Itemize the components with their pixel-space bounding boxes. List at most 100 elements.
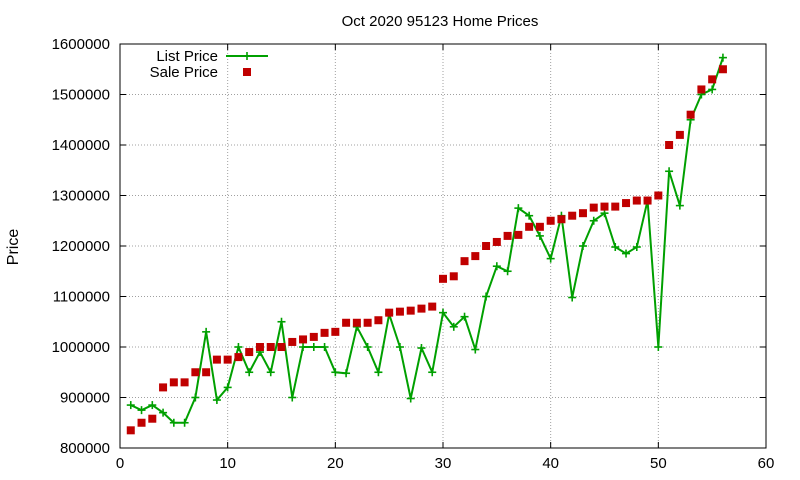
- y-tick-label: 1300000: [52, 188, 110, 205]
- list-price-point: [449, 322, 458, 331]
- list-price-point: [180, 418, 189, 427]
- list-price-point: [277, 317, 286, 326]
- sale-price-point: [417, 304, 426, 313]
- list-price-point: [622, 249, 631, 258]
- sale-price-point: [288, 337, 297, 346]
- sale-price-point: [277, 343, 286, 351]
- chart-title: Oct 2020 95123 Home Prices: [342, 13, 539, 30]
- x-tick-label: 20: [327, 455, 344, 472]
- sale-price-point: [622, 199, 631, 208]
- list-price-point: [212, 396, 221, 405]
- plot-border: [119, 43, 767, 449]
- list-price-point: [535, 231, 544, 240]
- sale-price-point: [374, 316, 383, 325]
- sale-price-point: [255, 343, 264, 351]
- list-price-point: [126, 401, 135, 410]
- series-list-price: [126, 53, 727, 427]
- list-price-point: [439, 308, 447, 317]
- list-price-point: [568, 293, 577, 302]
- sale-price-point: [245, 348, 254, 357]
- sale-price-point: [202, 368, 211, 377]
- sale-price-point: [514, 230, 523, 239]
- sale-price-point: [611, 202, 620, 211]
- list-price-point: [169, 418, 178, 427]
- sale-price-point: [665, 141, 674, 149]
- sale-price-point: [460, 257, 469, 266]
- y-tick-label: 1400000: [52, 137, 110, 154]
- sale-price-point: [126, 426, 135, 435]
- list-price-point: [417, 344, 426, 353]
- list-price-point: [288, 393, 297, 402]
- sale-price-point: [137, 418, 146, 427]
- x-tick-label: 10: [219, 455, 236, 472]
- sale-price-point: [632, 196, 641, 205]
- grid: [120, 44, 766, 448]
- list-price-point: [245, 368, 254, 377]
- sale-price-point: [169, 378, 178, 387]
- tick-labels: 0 10 20 30 40 50 60 800000 900000 1000000 1100000 1…: [52, 36, 775, 472]
- list-price-point: [202, 327, 211, 336]
- x-tick-label: 60: [758, 455, 775, 472]
- sale-price-point: [449, 272, 458, 281]
- list-price-point: [525, 211, 534, 220]
- sale-price-point: [471, 252, 480, 261]
- plot-series: [126, 53, 727, 435]
- sale-price-point: [309, 332, 318, 341]
- list-price-point: [331, 368, 340, 377]
- sale-price-point: [686, 110, 695, 119]
- sale-price-point: [191, 368, 200, 377]
- list-price-point: [320, 343, 329, 351]
- sale-price-point: [428, 302, 437, 311]
- list-price-point: [266, 368, 275, 377]
- y-tick-label: 1000000: [52, 339, 110, 356]
- sale-price-point: [578, 209, 587, 218]
- y-axis-label: Price: [5, 229, 22, 266]
- sale-price-point: [212, 355, 221, 364]
- sale-price-point: [557, 215, 566, 224]
- list-price-point: [191, 393, 200, 402]
- sale-price-point: [363, 318, 372, 327]
- y-tick-label: 900000: [60, 390, 110, 407]
- y-tick-label: 1500000: [52, 87, 110, 104]
- sale-price-point: [568, 211, 577, 220]
- list-price-point: [492, 262, 501, 271]
- sale-price-point: [352, 318, 361, 327]
- list-price-point: [159, 408, 168, 417]
- legend-marker-square: [243, 68, 251, 76]
- sale-price-point: [718, 65, 727, 74]
- x-tick-label: 40: [542, 455, 559, 472]
- sale-price-point: [406, 306, 415, 315]
- list-price-point: [471, 345, 480, 354]
- sale-price-point: [697, 85, 706, 94]
- legend-entry-list-price: List Price: [156, 48, 268, 65]
- list-price-point: [708, 85, 717, 94]
- sale-price-point: [525, 222, 534, 231]
- sale-price-point: [675, 130, 684, 139]
- sale-price-point: [708, 75, 717, 84]
- list-price-point: [675, 201, 684, 210]
- y-tick-label: 1600000: [52, 36, 110, 53]
- y-tick-label: 1200000: [52, 238, 110, 255]
- legend-marker-plus: [243, 52, 251, 60]
- list-price-point: [223, 383, 232, 392]
- sale-price-point: [320, 328, 329, 337]
- sale-price-point: [643, 196, 652, 205]
- sale-price-point: [589, 203, 598, 212]
- list-price-point: [342, 369, 351, 378]
- list-price-point: [718, 53, 727, 62]
- x-tick-label: 30: [435, 455, 452, 472]
- legend-entry-sale-price: Sale Price: [150, 64, 251, 81]
- sale-price-point: [234, 353, 243, 362]
- list-price-point: [299, 343, 308, 351]
- list-price-point: [632, 243, 641, 252]
- sale-price-point: [482, 242, 491, 250]
- sale-price-point: [546, 216, 555, 225]
- list-price-point: [363, 343, 372, 351]
- series-sale-price: [126, 65, 727, 435]
- sale-price-point: [299, 335, 308, 344]
- list-price-point: [137, 406, 146, 415]
- list-price-point: [428, 368, 437, 377]
- list-price-point: [611, 243, 620, 252]
